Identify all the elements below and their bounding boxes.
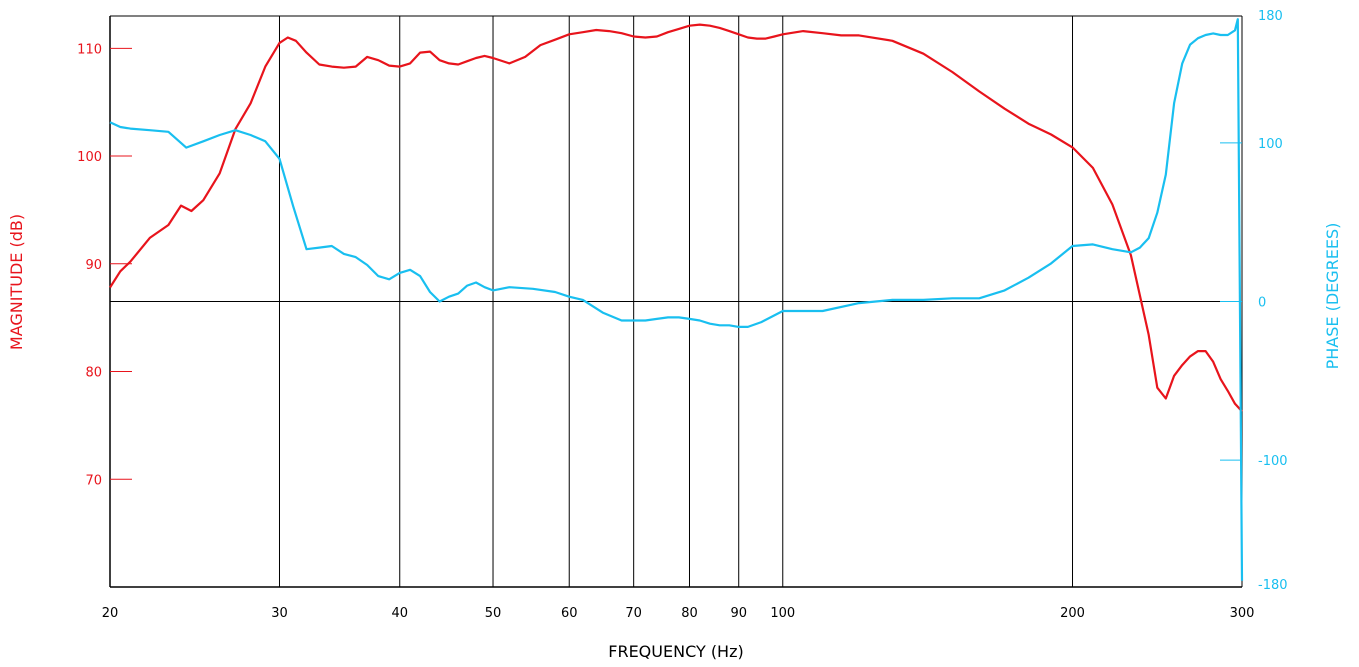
gridlines	[110, 16, 1242, 587]
x-tick-50: 50	[485, 606, 502, 621]
x-tick-30: 30	[271, 606, 288, 621]
x-tick-60: 60	[561, 606, 578, 621]
left-axis-title: MAGNITUDE (dB)	[7, 214, 26, 350]
right-tick-0: 0	[1258, 296, 1266, 311]
x-tick-labels: 20 30 40 50 60 70 80 90 100 200 300	[102, 606, 1255, 621]
right-tick-100: 100	[1258, 137, 1283, 152]
x-tick-300: 300	[1230, 606, 1255, 621]
right-tick--180: -180	[1258, 578, 1288, 593]
right-tick-180: 180	[1258, 9, 1283, 24]
left-tick-100: 100	[77, 150, 102, 165]
x-tick-80: 80	[681, 606, 698, 621]
left-tick-labels: 70 80 90 100 110	[77, 42, 132, 488]
right-axis-title: PHASE (DEGREES)	[1323, 223, 1342, 370]
right-tick-labels: -180 -100 0 100 180	[1220, 9, 1288, 593]
right-tick--100: -100	[1258, 454, 1288, 469]
x-tick-200: 200	[1060, 606, 1085, 621]
series-lines	[109, 18, 1244, 581]
magnitude-line	[109, 23, 1243, 413]
left-tick-110: 110	[77, 42, 102, 57]
x-tick-90: 90	[730, 606, 747, 621]
x-tick-40: 40	[391, 606, 408, 621]
x-tick-20: 20	[102, 606, 119, 621]
x-tick-100: 100	[770, 606, 795, 621]
left-tick-80: 80	[85, 366, 102, 381]
left-tick-70: 70	[85, 473, 102, 488]
left-tick-90: 90	[85, 258, 102, 273]
x-tick-70: 70	[625, 606, 642, 621]
phase-line	[109, 18, 1244, 581]
x-axis-title: FREQUENCY (Hz)	[608, 642, 743, 661]
